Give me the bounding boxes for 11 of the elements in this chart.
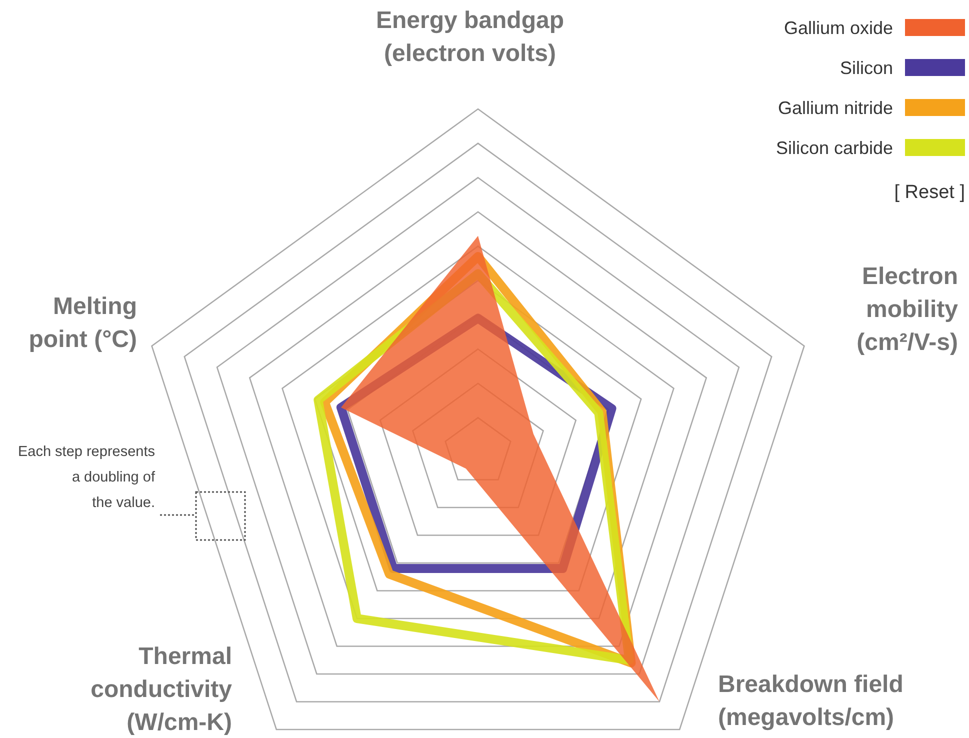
spoke-label: Energy bandgap (electron volts) [376, 7, 564, 67]
text: [ Reset ] [894, 182, 965, 203]
legend-label: Silicon [840, 58, 893, 78]
spoke-label: Breakdown field (megavolts/cm) [718, 671, 904, 731]
spoke-label: Thermal conductivity (W/cm-K) [90, 643, 233, 736]
legend-label: Gallium nitride [778, 98, 893, 118]
spoke-label: Melting point (°C) [28, 293, 137, 353]
text: Each step represents a doubling of the value. [18, 444, 156, 511]
legend-label: Gallium oxide [784, 18, 893, 38]
legend-label: Silicon carbide [776, 138, 893, 158]
spoke-label: Electron mobility (cm²/V-s) [856, 263, 959, 356]
